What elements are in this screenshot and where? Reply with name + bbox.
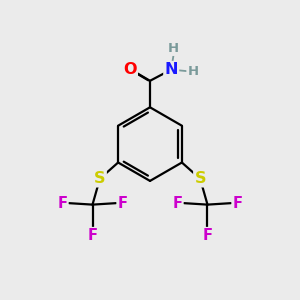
Text: H: H [168, 42, 179, 55]
Text: F: F [202, 228, 212, 243]
Text: N: N [164, 62, 178, 77]
Text: O: O [123, 61, 137, 76]
Text: F: F [88, 228, 98, 243]
Text: F: F [172, 196, 182, 211]
Text: F: F [232, 196, 242, 211]
Text: S: S [194, 171, 206, 186]
Text: H: H [188, 64, 199, 78]
Text: S: S [94, 171, 106, 186]
Text: F: F [58, 196, 68, 211]
Text: F: F [118, 196, 128, 211]
